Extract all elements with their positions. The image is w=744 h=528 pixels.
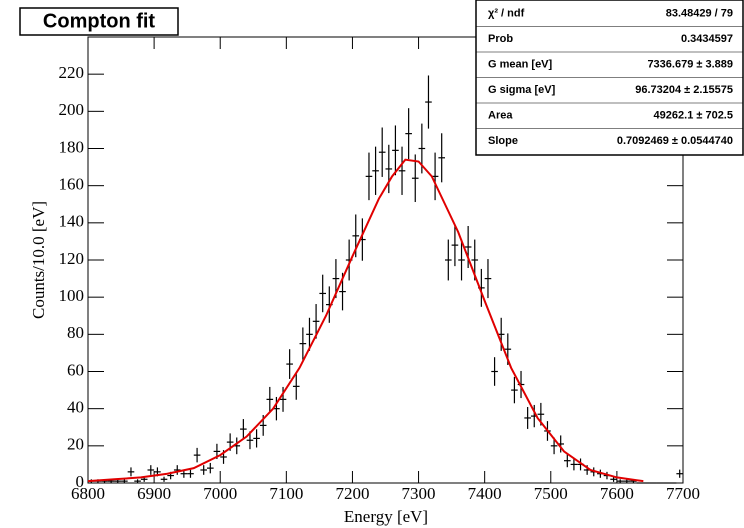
x-tick-label: 7500 <box>534 484 568 503</box>
x-tick-label: 7600 <box>600 484 634 503</box>
y-tick-label: 220 <box>59 63 85 82</box>
stats-value: 7336.679 ± 3.889 <box>647 59 733 71</box>
chart-title: Compton fit <box>43 10 156 32</box>
stats-label: Prob <box>488 33 513 45</box>
y-tick-label: 140 <box>59 212 85 231</box>
y-tick-label: 100 <box>59 286 85 305</box>
x-tick-label: 7400 <box>468 484 502 503</box>
x-tick-label: 6800 <box>71 484 105 503</box>
fit-curve <box>87 158 644 483</box>
y-tick-label: 200 <box>59 100 85 119</box>
x-tick-label: 6900 <box>137 484 171 503</box>
stats-value: 83.48429 / 79 <box>666 8 733 20</box>
title-box <box>19 7 179 36</box>
y-tick-label: 0 <box>76 472 85 491</box>
y-tick-label: 120 <box>59 249 85 268</box>
y-tick-label: 40 <box>67 398 84 417</box>
y-tick-label: 60 <box>67 360 84 379</box>
x-tick-label: 7700 <box>666 484 700 503</box>
stats-value: 49262.1 ± 702.5 <box>654 110 733 122</box>
stats-value: 96.73204 ± 2.15575 <box>635 84 733 96</box>
stats-label: G mean [eV] <box>488 59 553 71</box>
stats-label: χ² / ndf <box>488 8 525 20</box>
stats-value: 0.7092469 ± 0.0544740 <box>617 135 733 147</box>
x-tick-label: 7300 <box>402 484 436 503</box>
x-tick-label: 7000 <box>203 484 237 503</box>
y-tick-label: 180 <box>59 137 85 156</box>
x-axis-label: Energy [eV] <box>344 507 428 526</box>
stats-label: G sigma [eV] <box>488 84 556 96</box>
stats-value: 0.3434597 <box>681 33 733 45</box>
y-axis-label: Counts/10.0 [eV] <box>29 201 48 319</box>
y-tick-label: 20 <box>67 435 84 454</box>
x-tick-label: 7200 <box>335 484 369 503</box>
stats-label: Area <box>488 110 513 122</box>
stats-label: Slope <box>488 135 518 147</box>
x-tick-label: 7100 <box>269 484 303 503</box>
y-tick-label: 80 <box>67 323 84 342</box>
y-tick-label: 160 <box>59 175 85 194</box>
